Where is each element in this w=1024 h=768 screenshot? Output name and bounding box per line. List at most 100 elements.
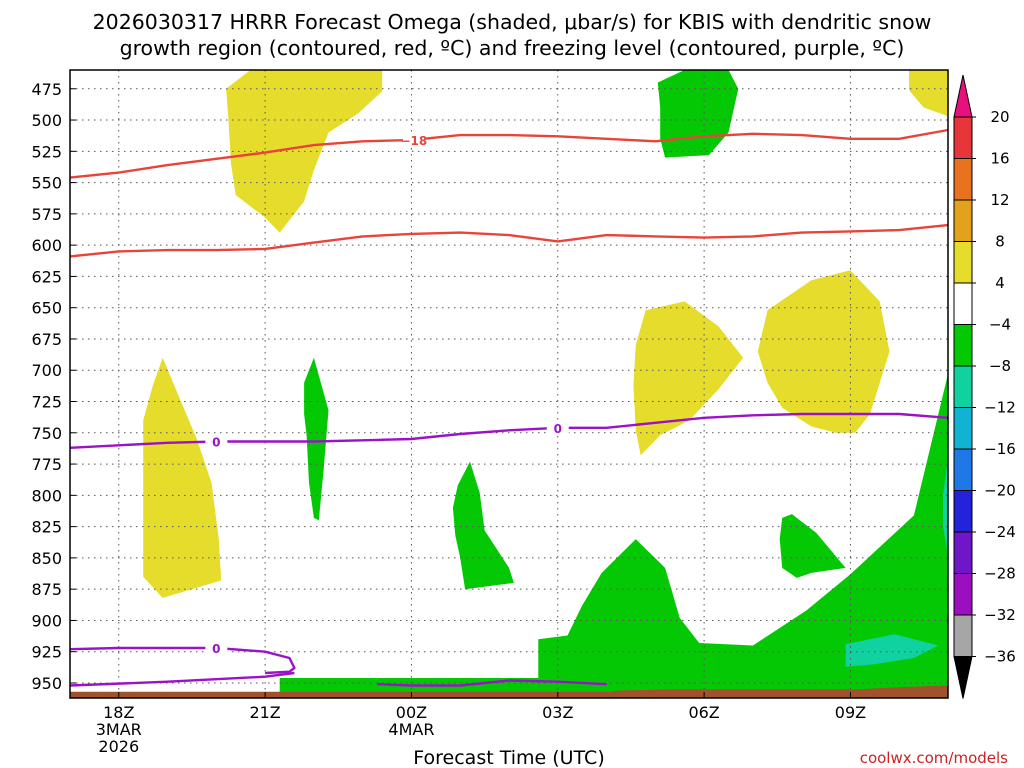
colorbar-bottom-arrow (953, 656, 973, 699)
x-tick-label-line: 18Z (103, 703, 134, 722)
y-tick-label-575: 575 (31, 205, 62, 224)
y-tick-label-925: 925 (31, 643, 62, 662)
colorbar-swatch-8 (953, 407, 973, 450)
y-tick-label-525: 525 (31, 142, 62, 161)
x-tick-label-line: 3MAR (96, 720, 142, 739)
x-tick-label-line: 06Z (688, 703, 719, 722)
y-tick-label-600: 600 (31, 236, 62, 255)
omega-ascent-region-4 (538, 374, 948, 678)
x-tick-label-line: 00Z (396, 703, 427, 722)
x-tick-label-line: 03Z (542, 703, 573, 722)
y-tick-label-550: 550 (31, 174, 62, 193)
y-tick-label-825: 825 (31, 518, 62, 537)
colorbar-swatch-1 (953, 116, 973, 159)
contour-lines (69, 128, 949, 687)
plot-area: −18 0 0 0 (69, 69, 949, 699)
colorbar-level-label-6: −8 (989, 357, 1011, 375)
contour-label-freezing-2: 0 (554, 422, 562, 436)
x-tick-label-line: 2026 (98, 737, 139, 756)
x-tick-label-4: 21Z (249, 703, 280, 722)
x-tick-label-16: 09Z (835, 703, 866, 722)
y-tick-label-750: 750 (31, 424, 62, 443)
x-tick-label-1: 18Z 3MAR 2026 (96, 703, 142, 756)
omega-shading (143, 70, 948, 698)
colorbar-level-label-3: 8 (995, 233, 1005, 251)
colorbar-swatch-12 (953, 573, 973, 616)
x-tick-label-7: 00Z 4MAR (388, 703, 434, 739)
y-tick-label-675: 675 (31, 330, 62, 349)
contour-label-dendritic-top-bg (402, 132, 425, 148)
omega-descent-region-2 (909, 70, 948, 117)
contour-line-2 (69, 223, 949, 258)
y-tick-label-850: 850 (31, 549, 62, 568)
terrain-ground (70, 685, 948, 698)
colorbar-swatch-10 (953, 490, 973, 533)
colorbar-swatch-4 (953, 241, 973, 284)
y-tick-label-650: 650 (31, 299, 62, 318)
colorbar-swatch-3 (953, 199, 973, 242)
chart-title-line-1: 2026030317 HRRR Forecast Omega (shaded, … (93, 10, 932, 34)
contour-label-freezing-2-bg (546, 419, 569, 435)
y-tick-label-775: 775 (31, 455, 62, 474)
colorbar-swatch-11 (953, 531, 973, 574)
colorbar-level-label-13: −36 (984, 648, 1016, 666)
terrain (70, 685, 948, 698)
omega-descent-region-3 (143, 357, 222, 598)
contour-label-freezing-lower-bg (205, 639, 228, 655)
colorbar-swatch-13 (953, 614, 973, 657)
y-tick-label-725: 725 (31, 393, 62, 412)
omega-strong-ascent-region-2 (943, 457, 948, 556)
contour-line-freezing-surface-2 (377, 679, 607, 687)
colorbar: 20 16 12 8 4 −4 −8 −12 −16 −20 −24 −28 −32 −36 (953, 74, 1016, 699)
colorbar-level-label-0: 20 (990, 108, 1009, 126)
colorbar-swatch-6 (953, 324, 973, 367)
site-credit[interactable]: coolwx.com/models (860, 749, 1008, 767)
colorbar-level-label-4: 4 (995, 274, 1005, 292)
x-tick-label-line: 21Z (249, 703, 280, 722)
contour-label-freezing-1: 0 (212, 436, 220, 450)
contour-label-freezing-lower: 0 (212, 642, 220, 656)
contour-line-1 (69, 128, 949, 179)
y-tick-label-625: 625 (31, 267, 62, 286)
y-tick-label-475: 475 (31, 80, 62, 99)
omega-ascent-region-5 (779, 514, 846, 578)
colorbar-level-label-9: −20 (984, 482, 1016, 500)
contour-line-4 (69, 646, 296, 675)
colorbar-level-label-10: −24 (984, 523, 1016, 541)
contour-labels: −18 0 0 0 (205, 132, 569, 656)
contour-line-freezing-near-surface (69, 671, 295, 687)
colorbar-level-label-12: −32 (984, 606, 1016, 624)
contour-label-dendritic-top: −18 (401, 134, 428, 148)
x-axis-label: Forecast Time (UTC) (413, 747, 604, 768)
contour-label-freezing-1-bg (205, 433, 228, 449)
colorbar-level-label-1: 16 (990, 150, 1009, 168)
gridlines (70, 70, 948, 698)
colorbar-swatch-9 (953, 448, 973, 491)
y-tick-label-900: 900 (31, 611, 62, 630)
y-tick-label-800: 800 (31, 486, 62, 505)
colorbar-level-label-8: −16 (984, 440, 1016, 458)
x-axis: 18Z 3MAR 2026 21Z 00Z 4MAR 03Z 06Z 09Z (96, 692, 866, 756)
omega-descent-region-5 (757, 270, 890, 433)
y-tick-label-875: 875 (31, 580, 62, 599)
omega-ascent-region-2 (304, 357, 329, 521)
colorbar-swatch-2 (953, 158, 973, 201)
omega-ascent-region-3 (452, 461, 514, 590)
colorbar-level-label-5: −4 (989, 316, 1011, 334)
x-tick-label-10: 03Z (542, 703, 573, 722)
chart-title-line-2: growth region (contoured, red, ºC) and f… (120, 36, 905, 60)
colorbar-swatch-7 (953, 365, 973, 408)
plot-frame (69, 69, 949, 699)
colorbar-level-label-7: −12 (984, 399, 1016, 417)
omega-strong-ascent-region-1 (845, 634, 939, 667)
colorbar-swatch-5 (953, 282, 973, 325)
colorbar-level-label-2: 12 (990, 191, 1009, 209)
y-tick-label-500: 500 (31, 111, 62, 130)
y-tick-label-700: 700 (31, 361, 62, 380)
y-axis: 475 500 525 550 575 600 625 650 675 700 725 750 775 8… (31, 80, 76, 693)
omega-descent-region-4 (633, 301, 744, 456)
x-tick-label-line: 09Z (835, 703, 866, 722)
y-tick-label-950: 950 (31, 674, 62, 693)
x-tick-label-13: 06Z (688, 703, 719, 722)
